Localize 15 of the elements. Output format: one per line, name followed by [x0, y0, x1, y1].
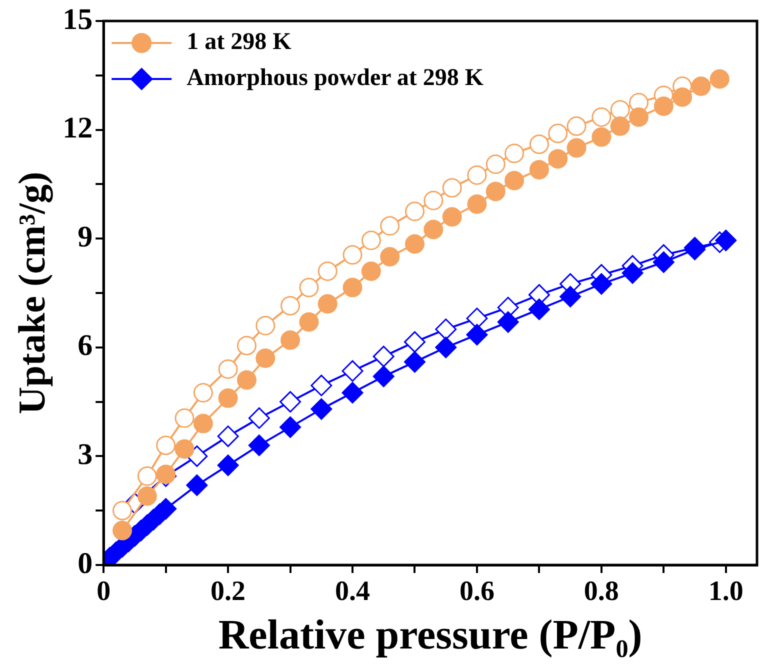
y-tick-label: 15 [62, 2, 93, 36]
x-tick-label: 0.2 [210, 576, 246, 608]
y-tick-label: 6 [78, 329, 93, 362]
x-tick-label: 0.6 [459, 576, 494, 608]
y-tick-label: 12 [62, 112, 93, 145]
x-tick-label: 1.0 [708, 576, 744, 608]
y-tick-label: 0 [78, 546, 93, 580]
x-axis-title: Relative pressure (P/P₀) [218, 612, 642, 659]
x-tick-label: 0.4 [335, 576, 370, 608]
y-tick-label: 3 [78, 438, 93, 471]
legend-label: Amorphous powder at 298 K [186, 65, 484, 92]
y-axis-title: Uptake (cm³/g) [12, 172, 54, 414]
x-tick-label: 0.8 [584, 576, 619, 608]
legend-label: 1 at 298 K [186, 29, 292, 56]
y-tick-label: 9 [78, 220, 93, 254]
